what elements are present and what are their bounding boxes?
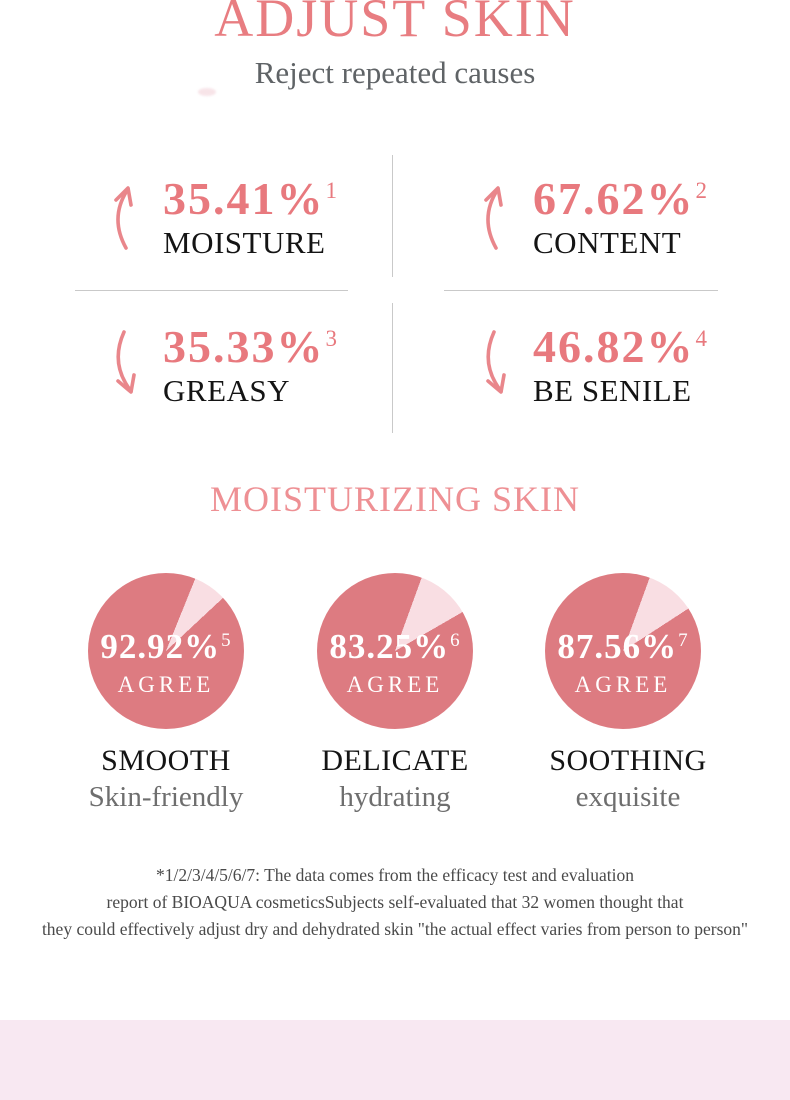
pie-chart-soothing: 87.56%7 AGREE [545, 573, 701, 729]
stat-value-text: 67.62% [533, 172, 695, 224]
footnote: *1/2/3/4/5/6/7: The data comes from the … [0, 862, 790, 943]
stat-value: 46.82%4 [533, 320, 708, 372]
footnote-ref: 3 [325, 325, 338, 351]
pie-value-text: 87.56% [557, 627, 678, 667]
stat-value-text: 35.41% [163, 172, 325, 224]
footnote-ref: 6 [450, 629, 461, 651]
pie-content: 87.56%7 AGREE [557, 628, 688, 698]
pie-caption-descriptor: Skin-friendly [88, 781, 244, 813]
stat-moisture: 35.41%1 MOISTURE [73, 157, 375, 279]
pie-agree-label: AGREE [346, 671, 444, 697]
stat-value-text: 35.33% [163, 320, 325, 372]
pie-agree-label: AGREE [117, 671, 215, 697]
pie-chart-smooth: 92.92%5 AGREE [88, 573, 244, 729]
pie-caption-descriptor: hydrating [339, 781, 451, 813]
stat-value-text: 46.82% [533, 320, 695, 372]
footnote-ref: 7 [678, 629, 689, 651]
pie-caption-name: DELICATE [321, 744, 469, 777]
stat-label: MOISTURE [163, 225, 326, 261]
pie-caption-smooth: SMOOTH Skin-friendly [51, 744, 281, 814]
smudge-decoration [198, 88, 216, 96]
pie-value: 83.25%6 [329, 628, 460, 667]
divider-vertical-bottom [392, 303, 393, 433]
footnote-ref: 4 [695, 325, 708, 351]
stat-greasy: 35.33%3 GREASY [73, 305, 375, 427]
stat-value: 67.62%2 [533, 172, 708, 224]
trend-down-arrow-icon [111, 329, 149, 403]
divider-horizontal-left [75, 290, 348, 291]
pie-agree-label: AGREE [574, 671, 672, 697]
pie-value-text: 92.92% [100, 627, 221, 667]
pie-content: 92.92%5 AGREE [100, 628, 231, 698]
pie-caption-delicate: DELICATE hydrating [280, 744, 510, 814]
footer-color-bar [0, 1020, 790, 1100]
footnote-line: *1/2/3/4/5/6/7: The data comes from the … [155, 865, 635, 885]
pie-value-text: 83.25% [329, 627, 450, 667]
divider-vertical-top [392, 155, 393, 277]
footnote-ref: 2 [695, 177, 708, 203]
page-title: ADJUST SKIN [214, 0, 576, 48]
pie-caption-descriptor: exquisite [575, 781, 681, 813]
stat-be-senile: 46.82%4 BE SENILE [443, 305, 745, 427]
trend-down-arrow-icon [481, 329, 519, 403]
page-subtitle: Reject repeated causes [254, 55, 536, 90]
divider-horizontal-right [444, 290, 718, 291]
trend-up-arrow-icon [481, 182, 519, 255]
pie-content: 83.25%6 AGREE [329, 628, 460, 698]
stat-value: 35.41%1 [163, 172, 338, 224]
pie-caption-soothing: SOOTHING exquisite [513, 744, 743, 814]
stat-label: BE SENILE [533, 373, 692, 409]
pie-value: 87.56%7 [557, 628, 688, 667]
stat-value: 35.33%3 [163, 320, 338, 372]
footnote-line: report of BIOAQUA cosmeticsSubjects self… [106, 892, 684, 912]
trend-up-arrow-icon [111, 182, 149, 255]
pie-caption-name: SMOOTH [101, 744, 231, 777]
stat-content: 67.62%2 CONTENT [443, 157, 745, 279]
pie-caption-name: SOOTHING [549, 744, 707, 777]
footnote-ref: 5 [221, 629, 232, 651]
stat-label: GREASY [163, 373, 291, 409]
section-heading: MOISTURIZING SKIN [210, 479, 580, 519]
pie-value: 92.92%5 [100, 628, 231, 667]
footnote-ref: 1 [325, 177, 338, 203]
footnote-line: they could effectively adjust dry and de… [41, 919, 749, 939]
pie-chart-delicate: 83.25%6 AGREE [317, 573, 473, 729]
stat-label: CONTENT [533, 225, 682, 261]
